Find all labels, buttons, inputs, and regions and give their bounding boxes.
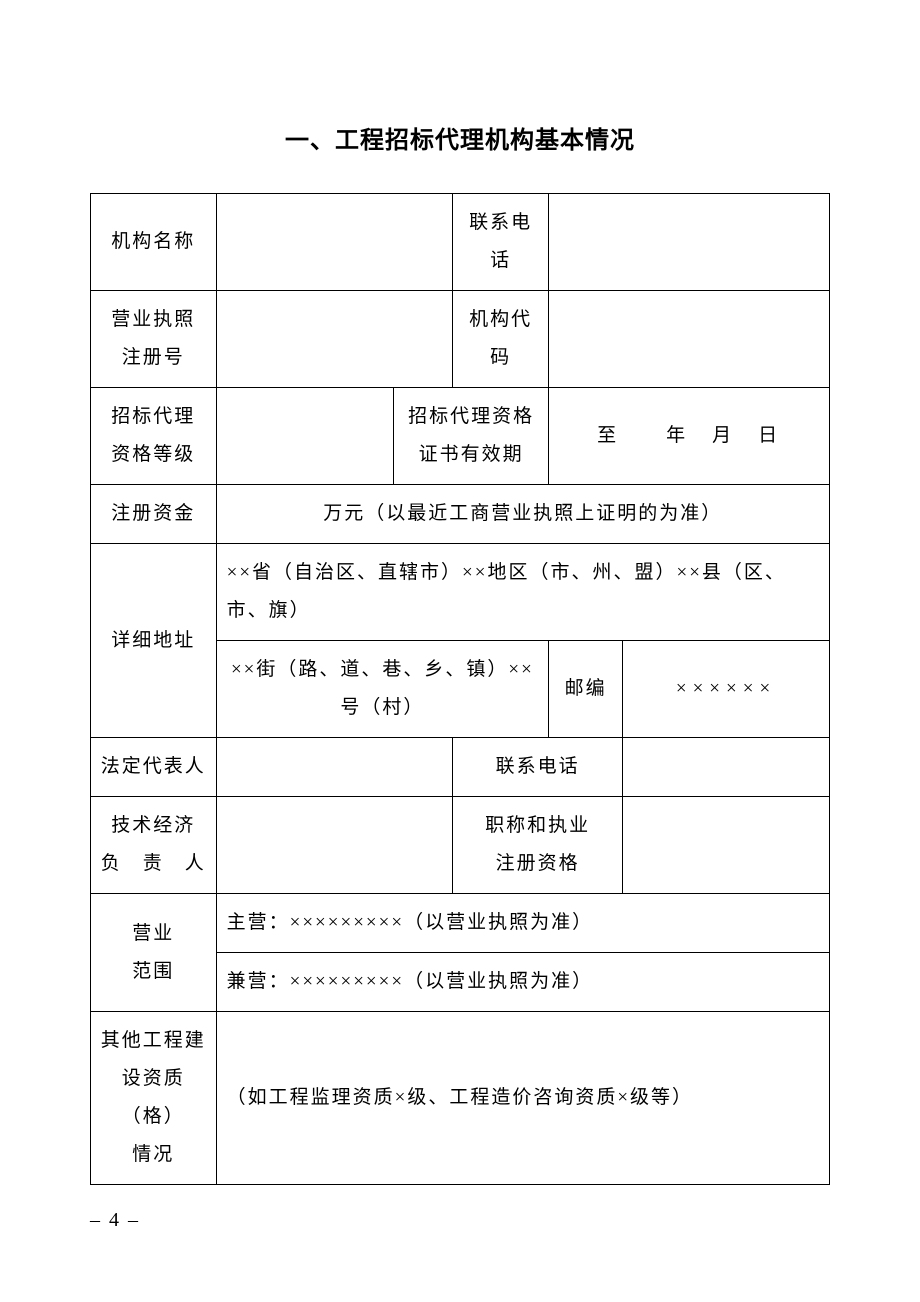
label-reg-capital: 注册资金	[91, 485, 217, 544]
value-title-qual	[623, 797, 830, 894]
value-biz-side: 兼营：×××××××××（以营业执照为准）	[216, 953, 829, 1012]
value-reg-capital: 万元（以最近工商营业执照上证明的为准）	[216, 485, 829, 544]
value-contact-phone	[549, 194, 830, 291]
label-postcode: 邮编	[549, 641, 623, 738]
value-org-code	[549, 291, 830, 388]
label-address: 详细地址	[91, 544, 217, 738]
label-other-qual: 其他工程建设资质（格）情况	[91, 1012, 217, 1185]
value-license-reg	[216, 291, 452, 388]
value-org-name	[216, 194, 452, 291]
table-row: 注册资金 万元（以最近工商营业执照上证明的为准）	[91, 485, 830, 544]
table-row: 招标代理资格等级 招标代理资格证书有效期 至 年 月 日	[91, 388, 830, 485]
label-tech-lead: 技术经济负 责 人	[91, 797, 217, 894]
label-contact-phone: 联系电话	[453, 194, 549, 291]
page-number: – 4 –	[90, 1209, 140, 1232]
label-title-qual: 职称和执业注册资格	[453, 797, 623, 894]
value-tech-lead	[216, 797, 452, 894]
info-table: 机构名称 联系电话 营业执照注册号 机构代码 招标代理资格等级 招标代理资格证书…	[90, 193, 830, 1185]
value-biz-main: 主营：×××××××××（以营业执照为准）	[216, 894, 829, 953]
label-org-code: 机构代码	[453, 291, 549, 388]
label-biz-scope: 营业范围	[91, 894, 217, 1012]
label-bid-grade: 招标代理资格等级	[91, 388, 217, 485]
page-title: 一、工程招标代理机构基本情况	[90, 120, 830, 155]
value-other-qual: （如工程监理资质×级、工程造价咨询资质×级等）	[216, 1012, 829, 1185]
value-legal-rep	[216, 738, 452, 797]
label-cert-valid: 招标代理资格证书有效期	[393, 388, 548, 485]
label-legal-rep: 法定代表人	[91, 738, 217, 797]
value-cert-valid: 至 年 月 日	[549, 388, 830, 485]
value-address-street: ××街（路、道、巷、乡、镇）××号（村）	[216, 641, 549, 738]
label-legal-phone: 联系电话	[453, 738, 623, 797]
value-address-line1: ××省（自治区、直辖市）××地区（市、州、盟）××县（区、市、旗）	[216, 544, 829, 641]
table-row: 详细地址 ××省（自治区、直辖市）××地区（市、州、盟）××县（区、市、旗）	[91, 544, 830, 641]
table-row: 技术经济负 责 人 职称和执业注册资格	[91, 797, 830, 894]
table-row: 法定代表人 联系电话	[91, 738, 830, 797]
table-row: 其他工程建设资质（格）情况 （如工程监理资质×级、工程造价咨询资质×级等）	[91, 1012, 830, 1185]
label-org-name: 机构名称	[91, 194, 217, 291]
table-row: 营业范围 主营：×××××××××（以营业执照为准）	[91, 894, 830, 953]
value-legal-phone	[623, 738, 830, 797]
table-row: 营业执照注册号 机构代码	[91, 291, 830, 388]
table-row: 机构名称 联系电话	[91, 194, 830, 291]
label-license-reg: 营业执照注册号	[91, 291, 217, 388]
value-bid-grade	[216, 388, 393, 485]
value-postcode: ××××××	[623, 641, 830, 738]
